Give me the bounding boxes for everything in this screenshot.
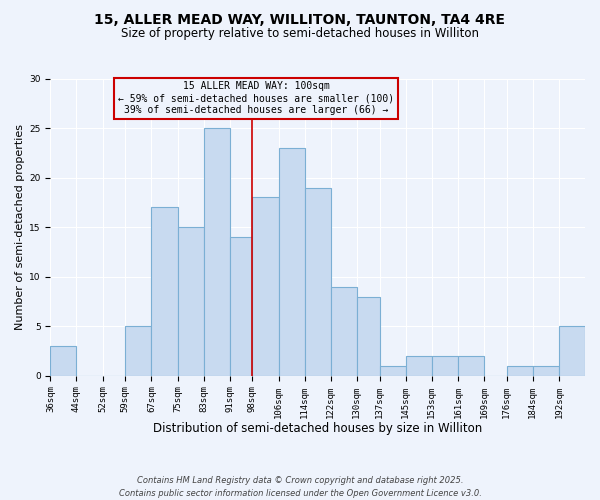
Bar [357, 296, 380, 376]
Bar [458, 356, 484, 376]
Bar [203, 128, 230, 376]
Bar [305, 188, 331, 376]
Text: Contains HM Land Registry data © Crown copyright and database right 2025.
Contai: Contains HM Land Registry data © Crown c… [119, 476, 481, 498]
Bar [278, 148, 305, 376]
Bar [559, 326, 585, 376]
Bar [151, 208, 178, 376]
Bar [125, 326, 151, 376]
Bar [406, 356, 432, 376]
Bar [178, 227, 203, 376]
Text: Size of property relative to semi-detached houses in Williton: Size of property relative to semi-detach… [121, 28, 479, 40]
Bar [50, 346, 76, 376]
Bar [507, 366, 533, 376]
Bar [253, 198, 278, 376]
Bar [533, 366, 559, 376]
Text: 15 ALLER MEAD WAY: 100sqm
← 59% of semi-detached houses are smaller (100)
39% of: 15 ALLER MEAD WAY: 100sqm ← 59% of semi-… [118, 82, 394, 114]
Bar [331, 286, 357, 376]
Y-axis label: Number of semi-detached properties: Number of semi-detached properties [15, 124, 25, 330]
X-axis label: Distribution of semi-detached houses by size in Williton: Distribution of semi-detached houses by … [153, 422, 482, 435]
Bar [380, 366, 406, 376]
Text: 15, ALLER MEAD WAY, WILLITON, TAUNTON, TA4 4RE: 15, ALLER MEAD WAY, WILLITON, TAUNTON, T… [95, 12, 505, 26]
Bar [230, 237, 253, 376]
Bar [432, 356, 458, 376]
